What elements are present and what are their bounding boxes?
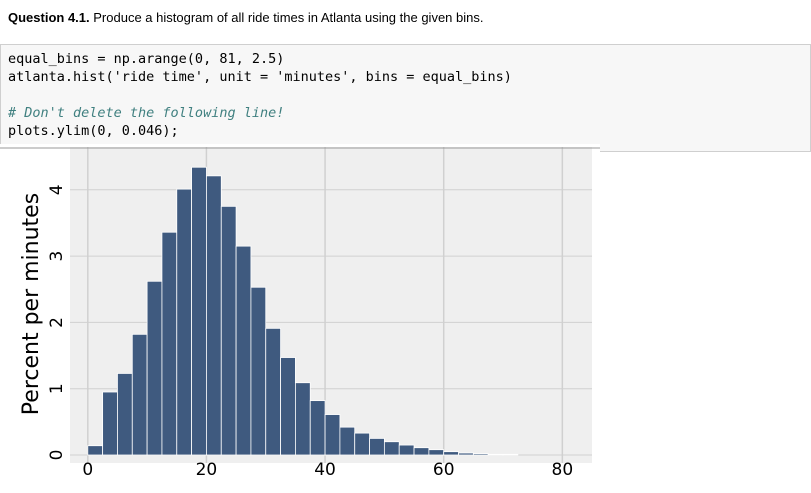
histogram-bar	[428, 449, 445, 456]
histogram-bar	[176, 188, 193, 456]
x-tick-label: 60	[433, 460, 455, 480]
histogram-bar	[383, 441, 400, 456]
y-tick-label: 3	[47, 251, 67, 262]
histogram-bar	[295, 382, 311, 456]
histogram-bar	[309, 400, 326, 456]
histogram-bar	[220, 205, 237, 456]
y-tick-label: 2	[47, 317, 67, 328]
histogram-bar	[369, 438, 385, 456]
histogram-bar	[131, 333, 148, 456]
x-tick-label: 80	[552, 460, 574, 480]
histogram-bar	[161, 231, 178, 456]
histogram-bar	[250, 286, 267, 456]
histogram-bar	[443, 451, 459, 456]
histogram-bar	[235, 245, 252, 456]
histogram-bar	[339, 426, 356, 456]
code-line: atlanta.hist('ride time', unit = 'minute…	[8, 69, 512, 85]
histogram-bar	[280, 357, 296, 456]
histogram-bar	[87, 445, 104, 456]
histogram-bar	[265, 327, 281, 456]
code-cell[interactable]: equal_bins = np.arange(0, 81, 2.5) atlan…	[0, 44, 811, 152]
code-line: plots.ylim(0, 0.046);	[8, 123, 179, 139]
x-tick-label: 0	[82, 460, 93, 480]
histogram-bar	[472, 453, 489, 456]
x-tick-label: 40	[314, 460, 336, 480]
code-comment: # Don't delete the following line!	[8, 105, 285, 121]
question-label: Question 4.1.	[8, 10, 90, 25]
y-tick-label: 0	[47, 450, 67, 461]
histogram-bar	[354, 432, 370, 456]
histogram-bar	[117, 373, 133, 456]
histogram-bar	[398, 444, 415, 456]
histogram-bar	[487, 453, 504, 456]
question-text: Produce a histogram of all ride times in…	[93, 10, 484, 25]
histogram-bar	[324, 414, 341, 456]
code-line: equal_bins = np.arange(0, 81, 2.5)	[8, 51, 285, 67]
histogram-bar	[413, 447, 430, 456]
y-tick-label: 1	[47, 383, 67, 394]
question: Question 4.1. Produce a histogram of all…	[8, 10, 483, 25]
y-axis-label: Percent per minutes	[19, 193, 44, 415]
histogram-bar	[102, 391, 118, 456]
x-tick-label: 20	[196, 460, 218, 480]
y-tick-label: 4	[47, 184, 67, 195]
histogram-bar	[458, 452, 474, 456]
histogram-bar	[191, 166, 207, 456]
histogram-bar	[206, 175, 222, 456]
histogram-bar	[146, 280, 163, 456]
histogram-bar	[502, 453, 519, 456]
